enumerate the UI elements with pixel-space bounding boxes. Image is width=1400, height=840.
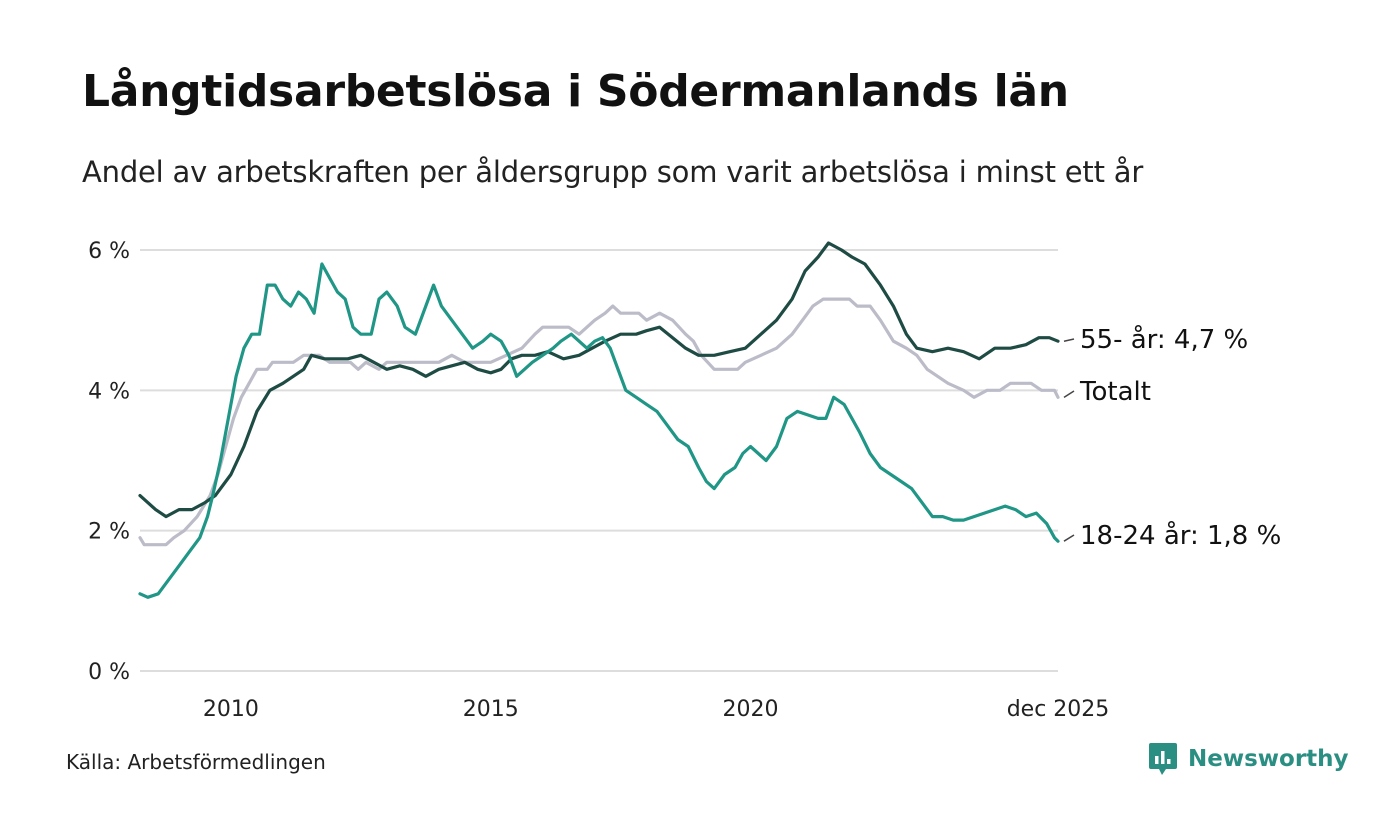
y-tick-label: 2 % (88, 520, 130, 545)
chart-title: Långtidsarbetslösa i Södermanlands län (82, 66, 1069, 117)
newsworthy-logo-icon (1149, 743, 1177, 775)
series-line-total (138, 297, 1060, 547)
x-tick-label: dec 2025 (1007, 697, 1110, 722)
series-end-label-age18_24: 18-24 år: 1,8 % (1080, 520, 1281, 551)
series-leader-line (1063, 390, 1075, 398)
series-end-label-total: Totalt (1079, 377, 1151, 407)
x-tick-label: 2010 (203, 697, 259, 722)
brand-name: Newsworthy (1188, 746, 1349, 772)
series-leader-line (1063, 534, 1075, 542)
source-note: Källa: Arbetsförmedlingen (66, 750, 326, 774)
series-end-label-age55: 55- år: 4,7 % (1080, 324, 1248, 355)
y-tick-label: 4 % (88, 379, 130, 404)
chart-subtitle: Andel av arbetskraften per åldersgrupp s… (82, 155, 1144, 189)
series-line-age18_24 (138, 262, 1060, 599)
series-leader-line (1063, 338, 1075, 342)
series-line-age55 (138, 241, 1060, 519)
brand-logo: Newsworthy (1148, 742, 1349, 776)
x-tick-label: 2020 (723, 697, 779, 722)
y-tick-label: 6 % (88, 239, 130, 264)
y-tick-label: 0 % (88, 660, 130, 685)
x-tick-label: 2015 (463, 697, 519, 722)
